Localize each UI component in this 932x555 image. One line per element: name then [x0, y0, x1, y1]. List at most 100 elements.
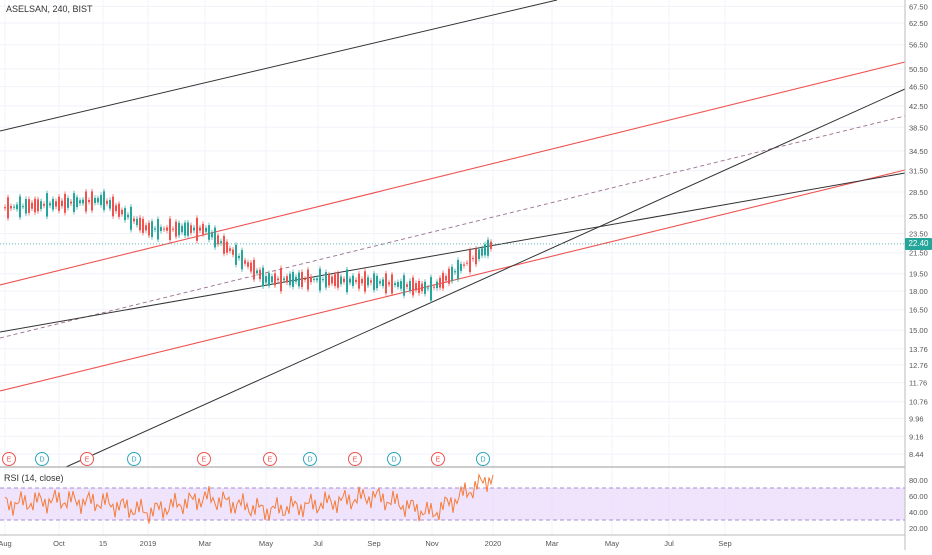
candle-body: [190, 225, 192, 233]
candle-body: [235, 244, 237, 265]
candle-body: [106, 200, 108, 204]
candle-body: [451, 266, 453, 282]
symbol-title: ASELSAN, 240, BIST: [6, 4, 93, 14]
time-tick-label: 15: [99, 539, 107, 548]
candle-body: [112, 196, 114, 217]
candle-body: [247, 262, 249, 267]
badge-circle: [197, 452, 211, 466]
price-tick-label: 56.50: [909, 41, 928, 50]
resistance-trendline[interactable]: [0, 172, 906, 333]
candle-body: [22, 206, 24, 208]
candle-body: [328, 274, 330, 286]
channel-median-line[interactable]: [0, 115, 906, 339]
dividend-badge[interactable]: D: [35, 452, 49, 466]
time-tick-label: Jul: [664, 539, 674, 548]
earnings-badge[interactable]: E: [2, 452, 16, 466]
candle-body: [403, 275, 405, 296]
candle-body: [127, 214, 129, 218]
candle-body: [349, 278, 351, 283]
price-tick-label: 12.76: [909, 361, 928, 370]
price-tick-label: 19.50: [909, 270, 928, 279]
price-tick-label: 34.50: [909, 147, 928, 156]
candle-body: [169, 218, 171, 241]
candle-body: [313, 278, 315, 280]
candle-body: [412, 277, 414, 296]
candle-body: [148, 222, 150, 236]
candle-body: [460, 263, 462, 271]
earnings-badge[interactable]: E: [263, 452, 277, 466]
channel-upper-line[interactable]: [0, 61, 906, 286]
candle-body: [334, 274, 336, 287]
candle-body: [253, 259, 255, 280]
badge-label: D: [131, 457, 136, 464]
candle-body: [457, 260, 459, 280]
candle-body: [46, 193, 48, 217]
candle-body: [19, 196, 21, 218]
candle-body: [16, 204, 18, 210]
candle-body: [55, 201, 57, 207]
dividend-badge[interactable]: D: [303, 452, 317, 466]
candle-body: [232, 249, 234, 255]
candle-body: [370, 280, 372, 283]
price-tick-label: 28.50: [909, 188, 928, 197]
candle-body: [346, 269, 348, 293]
price-tick-label: 13.76: [909, 345, 928, 354]
badge-circle: [35, 452, 49, 466]
earnings-badge[interactable]: E: [80, 452, 94, 466]
candle-body: [172, 228, 174, 230]
candle-body: [226, 241, 228, 253]
candle-body: [382, 279, 384, 287]
candle-body: [379, 281, 381, 284]
candle-body: [331, 276, 333, 284]
candle-body: [166, 227, 168, 231]
candle-body: [259, 269, 261, 280]
candle-body: [136, 218, 138, 226]
candle-body: [64, 193, 66, 213]
candle-body: [58, 196, 60, 211]
candle-body: [268, 273, 270, 286]
candle-body: [139, 217, 141, 231]
candle-body: [319, 268, 321, 291]
time-tick-label: Nov: [425, 539, 439, 548]
candle-body: [28, 199, 30, 213]
candle-body: [211, 232, 213, 238]
candle-body: [115, 205, 117, 212]
dividend-badge[interactable]: D: [476, 452, 490, 466]
candle-body: [298, 272, 300, 287]
time-tick-label: Aug: [0, 539, 12, 548]
candle-body: [388, 282, 390, 285]
candle-body: [121, 209, 123, 215]
candle-body: [463, 264, 465, 266]
candle-body: [124, 208, 126, 221]
candle-body: [157, 218, 159, 240]
badge-label: D: [39, 457, 44, 464]
badge-circle: [476, 452, 490, 466]
rsi-tick-label: 80.00: [909, 476, 928, 485]
candle-body: [262, 267, 264, 287]
trendline-upper[interactable]: [0, 0, 558, 132]
earnings-badge[interactable]: E: [431, 452, 445, 466]
candle-body: [418, 281, 420, 294]
dividend-badge[interactable]: D: [127, 452, 141, 466]
candle-body: [79, 200, 81, 204]
price-tick-label: 23.50: [909, 230, 928, 239]
candle-body: [73, 193, 75, 212]
candle-body: [151, 221, 153, 238]
badge-label: E: [7, 457, 12, 464]
earnings-badge[interactable]: E: [197, 452, 211, 466]
candle-body: [490, 241, 492, 250]
candle-body: [325, 272, 327, 288]
candle-body: [415, 283, 417, 291]
dividend-badge[interactable]: D: [387, 452, 401, 466]
candle-body: [154, 228, 156, 230]
candle-body: [448, 268, 450, 284]
earnings-badge[interactable]: E: [348, 452, 362, 466]
time-tick-label: May: [259, 539, 273, 548]
support-trendline[interactable]: [65, 88, 906, 468]
candle-body: [88, 199, 90, 203]
badge-circle: [80, 452, 94, 466]
rsi-band-fill: [0, 488, 905, 520]
price-tick-label: 42.50: [909, 102, 928, 111]
